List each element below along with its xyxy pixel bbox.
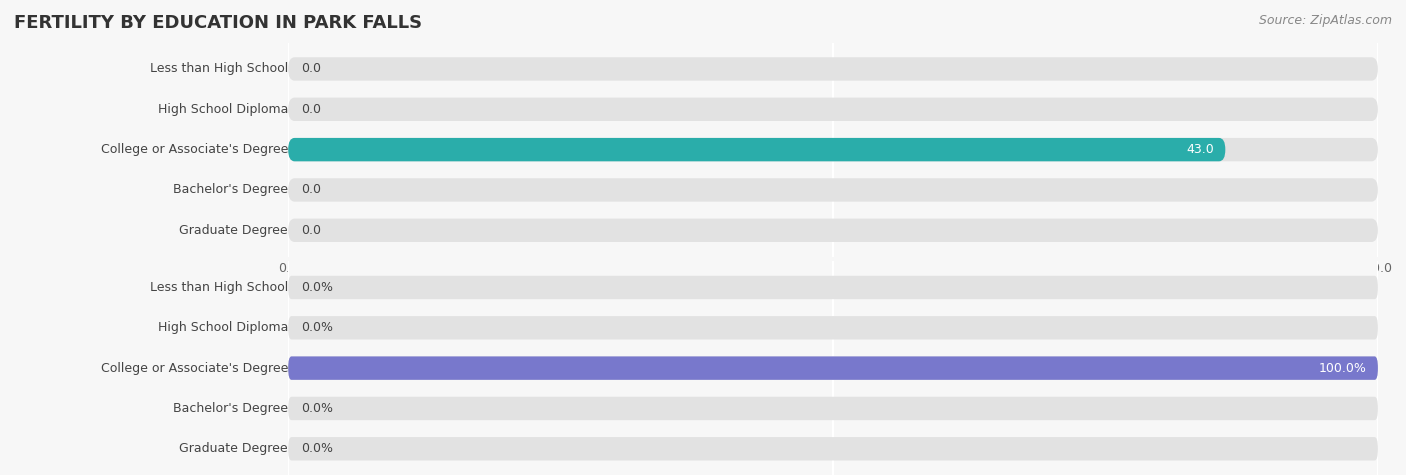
FancyBboxPatch shape [288,97,1378,121]
Text: 0.0: 0.0 [301,183,322,197]
FancyBboxPatch shape [288,356,1378,380]
Text: Bachelor's Degree: Bachelor's Degree [173,183,288,197]
Text: High School Diploma: High School Diploma [157,103,288,116]
FancyBboxPatch shape [288,316,1378,340]
Text: 0.0: 0.0 [301,63,322,76]
Text: Less than High School: Less than High School [150,63,288,76]
FancyBboxPatch shape [288,276,1378,299]
FancyBboxPatch shape [288,437,1378,460]
Text: 0.0: 0.0 [301,224,322,237]
Text: Graduate Degree: Graduate Degree [180,224,288,237]
Text: 43.0: 43.0 [1187,143,1215,156]
FancyBboxPatch shape [288,138,1378,162]
Text: 0.0%: 0.0% [301,281,333,294]
FancyBboxPatch shape [288,138,1226,162]
Text: Graduate Degree: Graduate Degree [180,442,288,455]
Text: FERTILITY BY EDUCATION IN PARK FALLS: FERTILITY BY EDUCATION IN PARK FALLS [14,14,422,32]
FancyBboxPatch shape [288,178,1378,202]
Text: College or Associate's Degree: College or Associate's Degree [101,361,288,375]
Text: 0.0: 0.0 [301,103,322,116]
Text: Less than High School: Less than High School [150,281,288,294]
Text: 100.0%: 100.0% [1319,361,1367,375]
Text: High School Diploma: High School Diploma [157,321,288,334]
Text: 0.0%: 0.0% [301,442,333,455]
FancyBboxPatch shape [288,397,1378,420]
FancyBboxPatch shape [288,218,1378,242]
Text: Bachelor's Degree: Bachelor's Degree [173,402,288,415]
FancyBboxPatch shape [288,356,1378,380]
Text: 0.0%: 0.0% [301,321,333,334]
Text: Source: ZipAtlas.com: Source: ZipAtlas.com [1258,14,1392,27]
Text: 0.0%: 0.0% [301,402,333,415]
Text: College or Associate's Degree: College or Associate's Degree [101,143,288,156]
FancyBboxPatch shape [288,57,1378,81]
